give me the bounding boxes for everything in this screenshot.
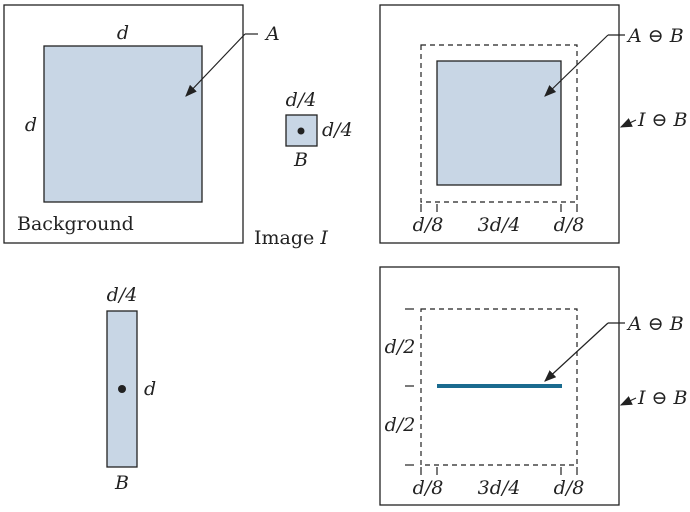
outer-erosion-label: I ⊖ B: [637, 387, 688, 409]
structuring-element-small: d/4 d/4 B: [285, 89, 353, 171]
element-b-top-label: d/4: [107, 284, 138, 306]
top-dimension-label: d: [117, 22, 129, 44]
erosion-label: A ⊖ B: [626, 25, 684, 47]
structuring-element-tall: d/4 d B: [106, 284, 156, 494]
eroded-image-frame: [379, 266, 620, 506]
dim-left-label: d/8: [413, 214, 444, 236]
erosion-label: A ⊖ B: [626, 313, 684, 335]
original-a-outline: [420, 44, 578, 203]
square-a: [43, 45, 203, 203]
dim-left-label: d/8: [413, 477, 444, 499]
eroded-square: [436, 60, 562, 186]
panel-erosion-square: A ⊖ B I ⊖ B d/8 3d/4 d/8: [379, 4, 688, 244]
half-top-label: d/2: [385, 336, 416, 358]
panel-erosion-line: A ⊖ B I ⊖ B d/2 d/2 d/8 3d/4 d/8: [379, 266, 688, 506]
element-b-name: B: [293, 149, 308, 171]
pointer-outer-arrow: [619, 118, 637, 128]
dim-mid-label: 3d/4: [478, 214, 521, 236]
element-b-origin: [297, 127, 305, 135]
half-bottom-label: d/2: [385, 414, 416, 436]
outer-erosion-label: I ⊖ B: [637, 109, 688, 131]
left-dimension-label: d: [25, 114, 37, 136]
eroded-line: [437, 384, 562, 388]
image-caption: Image I: [254, 227, 328, 249]
element-b-origin: [118, 385, 126, 393]
element-b-name: B: [114, 472, 129, 494]
pointer-erosion-arrow: [544, 34, 609, 97]
dim-right-label: d/8: [554, 214, 585, 236]
dim-mid-label: 3d/4: [478, 477, 521, 499]
element-b-right-label: d: [144, 378, 156, 400]
image-frame: [3, 4, 244, 244]
label-a: A: [264, 23, 280, 45]
original-a-outline: [420, 308, 578, 466]
pointer-outer-arrow: [619, 396, 637, 406]
background-label: Background: [17, 213, 134, 235]
panel-image-i: d d A Background: [3, 4, 280, 244]
pointer-a-arrow: [185, 33, 246, 97]
pointer-erosion-arrow: [544, 322, 609, 382]
element-b-top-label: d/4: [286, 89, 317, 111]
dim-right-label: d/8: [554, 477, 585, 499]
eroded-image-frame: [379, 4, 620, 244]
element-b-right-label: d/4: [322, 119, 353, 141]
